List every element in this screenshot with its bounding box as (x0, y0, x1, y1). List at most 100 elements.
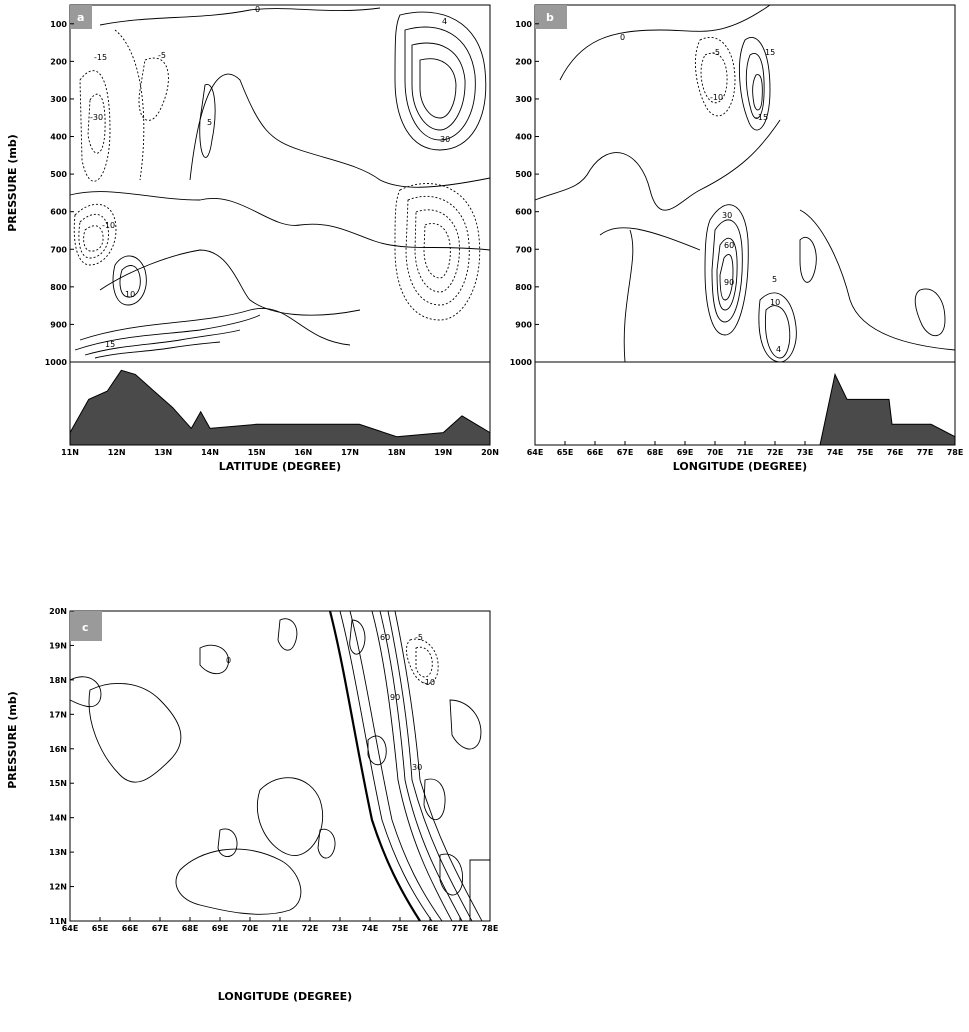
tick-label: 14N (49, 814, 67, 823)
tick-label: 900 (50, 320, 67, 329)
panel-b-label: b (546, 11, 554, 24)
tick-label: 14N (201, 448, 219, 457)
panel-a-xlabel: LATITUDE (DEGREE) (219, 460, 341, 473)
contour-label: 15 (765, 48, 775, 57)
contour-label: 10 (125, 290, 135, 299)
tick-label: 800 (50, 283, 67, 292)
tick-label: 15N (248, 448, 266, 457)
tick-label: 17N (341, 448, 359, 457)
panel-c-contours (69, 610, 491, 922)
tick-label: 65E (557, 448, 574, 457)
contour-label: -15 (755, 113, 768, 122)
contour-label: 0 (255, 5, 260, 14)
tick-label: 76E (887, 448, 904, 457)
tick-label: 74E (362, 924, 379, 933)
tick-label: 100 (50, 20, 67, 29)
contour-label: 30 (440, 135, 450, 144)
tick-label: 73E (332, 924, 349, 933)
tick-label: 1000 (510, 358, 533, 367)
tick-label: 1000 (45, 358, 68, 367)
tick-label: 100 (515, 20, 532, 29)
tick-label: 64E (527, 448, 544, 457)
tick-label: 78E (482, 924, 499, 933)
tick-label: 12N (108, 448, 126, 457)
panel-c-label: c (82, 621, 89, 634)
tick-label: 200 (50, 57, 67, 66)
tick-label: 19N (434, 448, 452, 457)
tick-label: 75E (392, 924, 409, 933)
contour-label: 90 (724, 278, 734, 287)
panel-c-label-box (70, 611, 102, 641)
tick-label: 13N (154, 448, 172, 457)
contour-label: 5 (772, 275, 777, 284)
contour-label: -5 (415, 633, 423, 642)
contour-label: -10 (422, 678, 435, 687)
tick-label: 77E (917, 448, 934, 457)
tick-label: 74E (827, 448, 844, 457)
tick-label: 900 (515, 320, 532, 329)
tick-label: 600 (50, 208, 67, 217)
tick-label: 70E (707, 448, 724, 457)
tick-label: 300 (515, 95, 532, 104)
tick-label: 400 (50, 133, 67, 142)
contour-label: 30 (722, 211, 732, 220)
panel-b-terrain (535, 372, 956, 446)
contour-label: -10 (710, 93, 723, 102)
tick-label: 71E (737, 448, 754, 457)
tick-label: 69E (212, 924, 229, 933)
panel-a-terrain (69, 369, 491, 446)
tick-label: 700 (50, 245, 67, 254)
contour-label: -5 (712, 48, 720, 57)
contour-label: 5 (207, 118, 212, 127)
tick-label: 500 (50, 170, 67, 179)
panel-a-ylabel: PRESSURE (mb) (6, 134, 19, 232)
tick-label: 20N (481, 448, 499, 457)
tick-label: 64E (62, 924, 79, 933)
panel-a-label: a (77, 11, 84, 24)
tick-label: 66E (587, 448, 604, 457)
panel-b-ticks: 64E 65E 66E 67E 68E 69E 70E 71E 72E 73E 74E 75E 76E 7… (510, 20, 964, 457)
tick-label: 400 (515, 133, 532, 142)
tick-label: 75E (857, 448, 874, 457)
tick-label: 800 (515, 283, 532, 292)
panel-b: b 0 -5 -10 15 30 60 (510, 4, 964, 473)
panel-c-ticks: 64E 65E 66E 67E 68E 69E 70E 71E 72E 73E 74E 75E 76E 7… (49, 607, 498, 933)
tick-label: 20N (49, 607, 67, 616)
contour-label: 15 (105, 340, 115, 349)
contour-label: 30 (412, 763, 422, 772)
tick-label: 200 (515, 57, 532, 66)
tick-label: 300 (50, 95, 67, 104)
tick-label: 68E (182, 924, 199, 933)
tick-label: 73E (797, 448, 814, 457)
tick-label: 77E (452, 924, 469, 933)
tick-label: 13N (49, 848, 67, 857)
contour-label: -15 (94, 53, 107, 62)
tick-label: 17N (49, 710, 67, 719)
tick-label: 65E (92, 924, 109, 933)
panel-c-xlabel: LONGITUDE (DEGREE) (218, 990, 352, 1003)
tick-label: 67E (617, 448, 634, 457)
tick-label: 18N (388, 448, 406, 457)
tick-label: 72E (767, 448, 784, 457)
tick-label: 69E (677, 448, 694, 457)
contour-label: 0 (226, 656, 231, 665)
panel-a-label-box (70, 5, 92, 29)
panel-b-label-box (535, 5, 567, 29)
panel-a: a (6, 4, 499, 473)
tick-label: 68E (647, 448, 664, 457)
tick-label: 16N (294, 448, 312, 457)
tick-label: 11N (49, 917, 67, 926)
tick-label: 67E (152, 924, 169, 933)
panel-b-contour-labels: 0 -5 -10 15 30 60 90 4 10 5 -15 (620, 33, 781, 354)
tick-label: 11N (61, 448, 79, 457)
panel-b-frame (534, 4, 956, 446)
panel-c-frame (69, 610, 491, 922)
contour-label: 10 (770, 298, 780, 307)
contour-label: 90 (390, 693, 400, 702)
contour-label: -30 (90, 113, 103, 122)
panel-b-contours (534, 4, 956, 363)
tick-label: 70E (242, 924, 259, 933)
tick-label: 600 (515, 208, 532, 217)
tick-label: 19N (49, 641, 67, 650)
